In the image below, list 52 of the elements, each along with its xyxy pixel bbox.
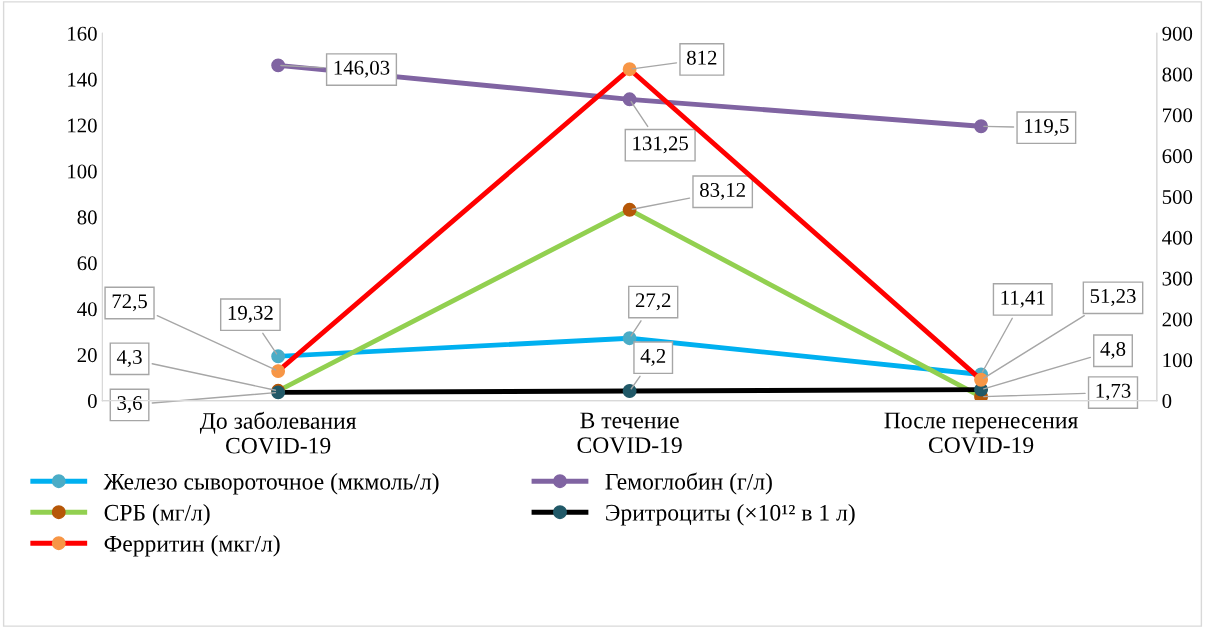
legend-label: Гемоглобин (г/л) [605,472,772,495]
y-tick-label: 140 [68,72,97,87]
data-label: 4,3 [116,350,142,368]
legend-label: Эритроциты (×10¹² в 1 л) [606,504,855,526]
legend-label: СРБ (мг/л) [104,504,210,526]
data-label: 146,03 [334,60,390,78]
data-label: 19,32 [228,305,273,323]
y-tick-label: 0 [87,394,97,409]
y-tick-label: 120 [68,118,97,133]
data-label: 119,5 [1025,118,1069,136]
y2-tick-label: 600 [1162,149,1193,164]
data-label: 812 [687,50,717,65]
point [622,92,637,107]
y-tick-label: 100 [68,164,97,179]
point [271,58,286,73]
point [622,202,637,217]
y2-tick-label: 500 [1162,189,1193,204]
point [622,62,637,77]
data-label: 27,2 [635,293,671,311]
point [622,384,637,398]
x-tick-label: В течение COVID-19 [577,412,682,454]
point [271,349,286,364]
point [974,372,989,387]
x-tick-label: После перенесения COVID-19 [884,412,1078,454]
y2-tick-label: 700 [1163,108,1193,123]
data-label: 3,6 [117,396,142,414]
point [974,119,989,134]
data-label: 4,2 [640,348,666,366]
legend-label: Ферритин (мкг/л) [104,535,280,557]
point [271,364,286,379]
y-tick-label: 20 [77,348,97,363]
y2-tick-label: 0 [1162,394,1172,409]
data-label: 1,73 [1096,383,1131,401]
data-label: 83,12 [700,182,745,200]
point [622,331,637,346]
data-label: 51,23 [1090,289,1136,307]
y-tick-label: 80 [77,210,97,225]
y-tick-label: 60 [77,256,97,271]
y2-tick-label: 100 [1163,353,1193,368]
y-tick-label: 160 [68,26,97,41]
y2-tick-label: 800 [1162,67,1193,82]
x-tick-label: До заболевания COVID-19 [199,411,357,454]
y2-tick-label: 400 [1162,230,1193,245]
legend-label: Железо сывороточное (мкмоль/л) [103,473,439,495]
data-label: 4,8 [1100,341,1126,359]
y2-tick-label: 200 [1162,312,1193,327]
y2-tick-label: 300 [1162,271,1193,286]
y2-tick-label: 900 [1162,26,1193,41]
data-label: 72,5 [112,294,147,312]
data-label: 131,25 [633,136,688,154]
data-label: 11,41 [1001,290,1045,308]
y-tick-label: 40 [77,302,97,317]
